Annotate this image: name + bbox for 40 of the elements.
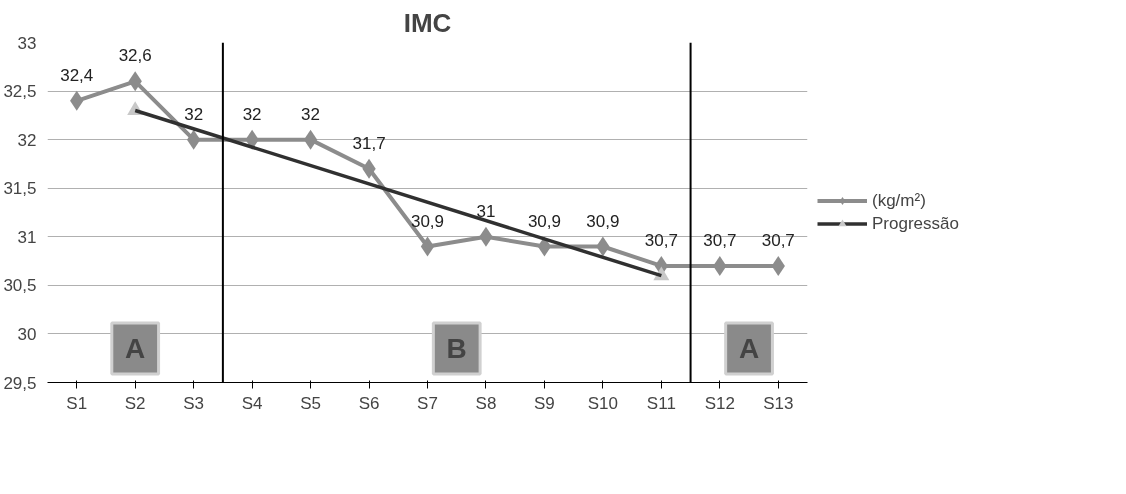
x-tick-label: S6 — [358, 393, 380, 413]
data-label: 32,6 — [118, 46, 152, 66]
y-tick-label: 30,5 — [3, 276, 37, 296]
data-label: 32 — [301, 104, 321, 124]
x-tick-label: S11 — [646, 393, 676, 413]
annotation: A — [125, 333, 146, 364]
x-tick-label: S7 — [417, 393, 438, 413]
data-label: 30,9 — [410, 211, 445, 231]
data-label: 30,9 — [586, 211, 620, 231]
y-tick-label: 32,5 — [3, 82, 37, 102]
data-label: 32,4 — [60, 65, 94, 85]
x-tick-label: S1 — [66, 393, 88, 413]
x-tick-label: S2 — [124, 393, 146, 413]
data-label: 30,7 — [703, 230, 737, 250]
x-tick-label: S8 — [475, 393, 497, 413]
data-label: 30,7 — [761, 230, 795, 250]
annotation: B — [446, 333, 467, 364]
chart-title: IMC — [403, 7, 452, 38]
x-tick-label: S9 — [534, 393, 555, 413]
y-tick-label: 32 — [17, 130, 37, 150]
y-tick-label: 33 — [17, 33, 37, 53]
x-tick-label: S4 — [241, 393, 263, 413]
data-label: 30,7 — [644, 230, 678, 250]
y-tick-label: 31 — [17, 227, 37, 247]
x-tick-label: S13 — [763, 393, 794, 413]
data-label: 32 — [242, 104, 262, 124]
data-label: 32 — [184, 104, 204, 124]
x-tick-label: S12 — [704, 393, 735, 413]
annotation: A — [738, 333, 760, 364]
y-tick-label: 31,5 — [3, 179, 37, 199]
data-label: 30,9 — [527, 211, 561, 231]
legend-label: Progressão — [872, 213, 959, 234]
legend-label: (kg/m²) — [872, 190, 926, 211]
x-tick-label: S3 — [183, 393, 205, 413]
x-tick-label: S10 — [587, 393, 619, 413]
data-label: 31 — [476, 201, 496, 221]
y-tick-label: 30 — [17, 324, 37, 344]
y-tick-label: 29,5 — [3, 373, 37, 393]
x-tick-label: S5 — [300, 393, 321, 413]
data-label: 31,7 — [352, 133, 386, 153]
